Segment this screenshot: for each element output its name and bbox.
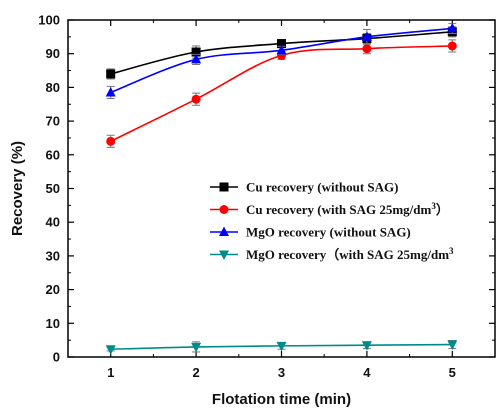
series-2	[106, 39, 457, 148]
data-point	[361, 341, 372, 351]
legend-marker	[219, 250, 229, 260]
legend-label: Cu recovery (with SAG 25mg/dm3）	[246, 201, 449, 217]
y-tick-label: 40	[46, 215, 60, 230]
legend-label: MgO recovery (without SAG)	[246, 225, 411, 240]
series-3	[105, 22, 458, 100]
data-point	[191, 342, 202, 353]
y-tick-label: 60	[46, 147, 60, 162]
x-tick-label: 3	[278, 365, 285, 380]
series-4	[105, 339, 458, 355]
legend-marker	[219, 226, 229, 236]
legend-item: Cu recovery (without SAG)	[210, 180, 399, 195]
data-point	[447, 22, 458, 33]
y-tick-label: 0	[53, 350, 60, 365]
data-point	[105, 345, 116, 355]
data-point	[362, 44, 372, 54]
legend-label: Cu recovery (without SAG)	[246, 180, 399, 195]
data-point	[447, 340, 458, 351]
y-tick-label: 70	[46, 114, 60, 129]
y-tick-label: 100	[38, 13, 60, 28]
legend-label: MgO recovery（with SAG 25mg/dm3	[246, 246, 454, 262]
data-point	[361, 31, 372, 41]
y-tick-label: 30	[46, 248, 60, 263]
data-point	[105, 86, 116, 97]
y-tick-label: 20	[46, 282, 60, 297]
legend-item: Cu recovery (with SAG 25mg/dm3）	[210, 201, 449, 217]
x-axis-title: Flotation time (min)	[212, 391, 351, 408]
legend-item: MgO recovery (without SAG)	[210, 225, 411, 240]
legend-item: MgO recovery（with SAG 25mg/dm3	[210, 246, 454, 262]
y-tick-label: 80	[46, 80, 60, 95]
x-tick-label: 1	[107, 365, 114, 380]
data-point	[277, 39, 286, 49]
data-point	[191, 94, 201, 104]
data-point	[106, 136, 116, 146]
legend-marker	[219, 205, 229, 214]
data-point	[106, 69, 116, 79]
x-tick-label: 4	[363, 365, 371, 380]
x-tick-label: 2	[192, 365, 199, 380]
legend-marker	[219, 182, 229, 192]
data-point	[191, 47, 201, 57]
x-tick-label: 5	[449, 365, 456, 380]
data-point	[276, 44, 287, 55]
y-tick-label: 10	[46, 316, 60, 331]
y-tick-label: 50	[46, 181, 60, 196]
y-tick-label: 90	[46, 46, 60, 61]
y-axis-title: Recovery (%)	[9, 141, 26, 236]
data-point	[191, 53, 202, 64]
data-point	[276, 341, 287, 352]
legend: Cu recovery (without SAG) Cu recovery (wi…	[210, 180, 454, 262]
data-point	[447, 41, 457, 51]
